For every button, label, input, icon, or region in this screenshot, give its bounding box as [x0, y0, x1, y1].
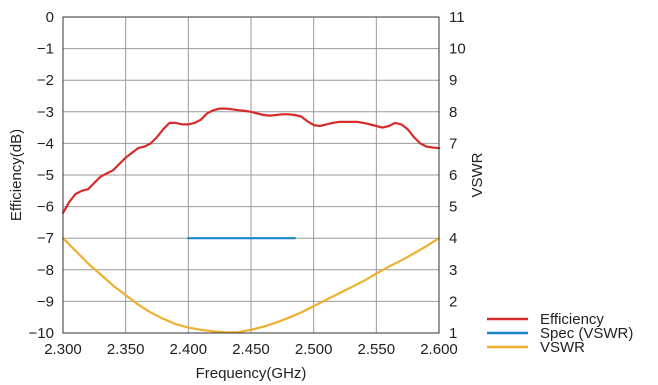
y-left-tick-label: −8	[37, 262, 54, 279]
y-left-tick-label: −7	[37, 230, 54, 247]
y-right-tick-label: 6	[449, 167, 457, 184]
series-line-vswr	[61, 237, 441, 334]
y-left-tick-label: −6	[37, 199, 54, 216]
legend-label: Spec (VSWR)	[540, 325, 633, 342]
y-left-tick-label: −2	[37, 72, 54, 89]
x-tick-label: 2.450	[232, 341, 270, 358]
x-tick-label: 2.600	[420, 341, 458, 358]
y-right-tick-label: 11	[449, 9, 465, 26]
y-right-tick-label: 8	[449, 104, 457, 121]
plot-frame	[62, 16, 440, 334]
y-right-tick-label: 1	[449, 325, 457, 342]
x-axis-title: Frequency(GHz)	[196, 365, 307, 382]
y-left-tick-label: −1	[37, 41, 54, 58]
y-right-tick-label: 5	[449, 199, 457, 216]
series-lines	[61, 107, 441, 334]
y-left-tick-label: −5	[37, 167, 54, 184]
y-right-tick-label: 3	[449, 262, 457, 279]
legend-label: Efficiency	[540, 311, 604, 328]
tick-labels: 2.300 2.350 2.400 2.450 2.500 2.550 2.600 0 −1 −2…	[29, 9, 466, 358]
x-tick-label: 2.550	[358, 341, 396, 358]
y-left-tick-label: −9	[37, 293, 54, 310]
y-right-tick-label: 10	[449, 41, 466, 58]
y-right-tick-label: 7	[449, 135, 457, 152]
y-left-tick-label: −4	[37, 135, 54, 152]
y-right-tick-label: 2	[449, 293, 457, 310]
x-tick-label: 2.400	[170, 341, 208, 358]
grid	[63, 17, 439, 333]
x-tick-label: 2.300	[44, 341, 82, 358]
y-left-tick-label: −10	[29, 325, 54, 342]
y-left-axis-title: Efficiency(dB)	[8, 129, 25, 221]
x-tick-label: 2.350	[107, 341, 145, 358]
y-right-tick-label: 9	[449, 72, 457, 89]
x-tick-label: 2.500	[295, 341, 333, 358]
legend-label: VSWR	[540, 339, 585, 356]
y-left-tick-label: −3	[37, 104, 54, 121]
series-line-efficiency	[61, 107, 441, 214]
y-left-tick-label: 0	[46, 9, 54, 26]
y-right-tick-label: 4	[449, 230, 457, 247]
y-right-axis-title: VSWR	[469, 152, 486, 197]
